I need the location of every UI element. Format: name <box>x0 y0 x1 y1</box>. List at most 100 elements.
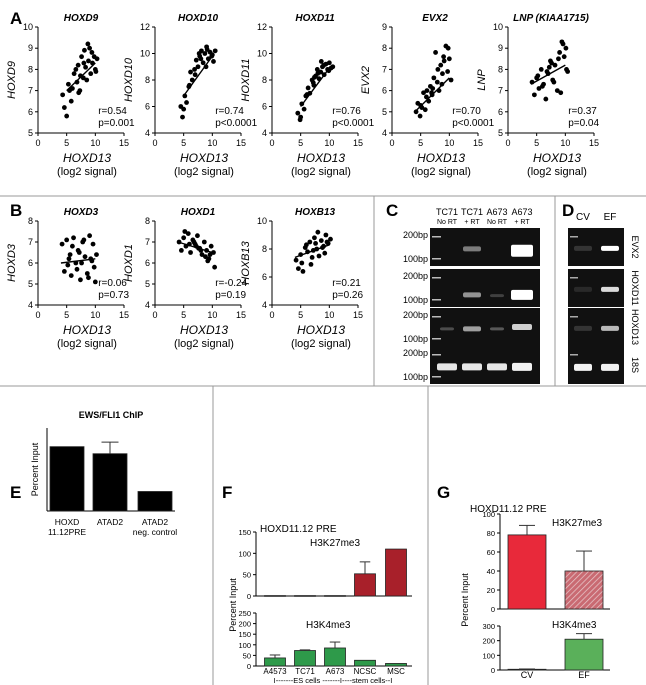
subtitle-bottom: H3K4me3 <box>306 620 351 631</box>
y-axis-label: LNP <box>476 69 488 91</box>
y-axis-label: Percent Input <box>30 442 40 496</box>
data-point <box>321 63 326 68</box>
y-tick-label: 12 <box>257 22 267 32</box>
data-point <box>435 67 441 72</box>
x-tick-label: 10 <box>90 310 100 320</box>
data-point <box>309 255 315 260</box>
x-tick-label: 5 <box>534 138 539 148</box>
subtitle-bottom: H3K4me3 <box>552 620 597 631</box>
x-tick-label: 15 <box>119 310 129 320</box>
bar <box>294 650 316 667</box>
data-point <box>211 250 216 255</box>
y-tick-label: 0 <box>491 605 495 614</box>
data-point <box>310 80 316 86</box>
gel-band <box>490 327 504 331</box>
data-point <box>88 71 94 77</box>
data-point <box>203 254 208 260</box>
regression-line <box>66 62 96 92</box>
y-tick-label: 8 <box>262 244 267 254</box>
y-tick-label: 300 <box>482 622 495 631</box>
bar <box>564 638 604 671</box>
gel-band <box>574 325 592 331</box>
x-tick-label: 0 <box>152 310 157 320</box>
x-tick-label: 0 <box>505 138 510 148</box>
chart-title: HOXD11.12 PRE <box>260 524 337 535</box>
bar <box>294 595 316 597</box>
gel-band <box>511 244 533 257</box>
data-point <box>212 48 218 54</box>
bar <box>49 446 85 512</box>
gel-band <box>601 245 619 251</box>
y-tick-label: 4 <box>145 128 150 138</box>
data-point <box>421 90 426 96</box>
gel-band <box>463 326 481 332</box>
y-axis-label: HOXB13 <box>240 240 252 284</box>
data-point <box>182 93 188 99</box>
data-point <box>82 254 88 260</box>
y-tick-label: 9 <box>28 43 33 53</box>
category-label: A673 <box>326 667 345 676</box>
panel-dividers <box>0 195 646 685</box>
data-point <box>557 50 562 55</box>
data-point <box>445 69 451 74</box>
x-axis-label: HOXD13 <box>63 151 111 165</box>
bar <box>354 659 376 667</box>
data-point <box>94 252 99 257</box>
marker-label: 100bp <box>403 334 428 344</box>
ladder-band <box>432 299 441 301</box>
data-point <box>66 256 72 262</box>
data-point <box>441 58 447 64</box>
regression-line <box>60 258 96 264</box>
gel-band <box>511 289 533 300</box>
data-point <box>178 248 184 253</box>
data-point <box>67 252 73 257</box>
y-tick-label: 100 <box>238 549 251 558</box>
x-tick-label: 5 <box>418 138 423 148</box>
x-tick-label: 15 <box>473 138 483 148</box>
data-point <box>60 92 66 98</box>
data-point <box>192 72 198 78</box>
category-label: ATAD2 <box>97 517 123 527</box>
data-point <box>295 266 301 271</box>
correlation-p: p<0.0001 <box>215 118 257 129</box>
data-point <box>293 257 299 263</box>
data-point <box>312 74 317 80</box>
data-point <box>563 45 569 51</box>
y-tick-label: 6 <box>28 258 33 268</box>
correlation-p: p<0.0001 <box>332 118 374 129</box>
marker-label: 100bp <box>403 372 428 382</box>
marker-label: 200bp <box>403 230 428 240</box>
data-point <box>193 57 199 63</box>
y-tick-label: 8 <box>382 43 387 53</box>
y-axis-label: HOXD1 <box>123 244 135 282</box>
data-point <box>92 279 98 285</box>
data-point <box>551 79 557 85</box>
y-tick-label: 5 <box>382 107 387 117</box>
data-point <box>82 47 87 53</box>
x-tick-label: 5 <box>181 138 186 148</box>
x-tick-label: 5 <box>298 310 303 320</box>
y-tick-label: 6 <box>145 258 150 268</box>
data-point <box>81 60 87 66</box>
gel-band <box>601 363 619 371</box>
chart-title: LNP (KIAA1715) <box>513 13 589 24</box>
y-tick-label: 4 <box>262 300 267 310</box>
panel-letter-b: B <box>10 201 22 220</box>
category-label: ATAD2 <box>142 517 168 527</box>
bar <box>264 657 286 667</box>
data-point <box>181 235 187 241</box>
y-tick-label: 7 <box>28 237 33 247</box>
x-tick-label: 15 <box>236 310 246 320</box>
y-tick-label: 8 <box>262 75 267 85</box>
data-point <box>211 59 216 64</box>
chart-title: HOXD9 <box>64 13 99 24</box>
data-point <box>298 114 304 120</box>
data-point <box>79 54 84 60</box>
y-tick-label: 80 <box>487 529 495 538</box>
data-point <box>413 109 419 115</box>
data-point <box>445 45 451 51</box>
y-tick-label: 150 <box>238 630 251 639</box>
x-axis-label: HOXD13 <box>533 151 581 165</box>
